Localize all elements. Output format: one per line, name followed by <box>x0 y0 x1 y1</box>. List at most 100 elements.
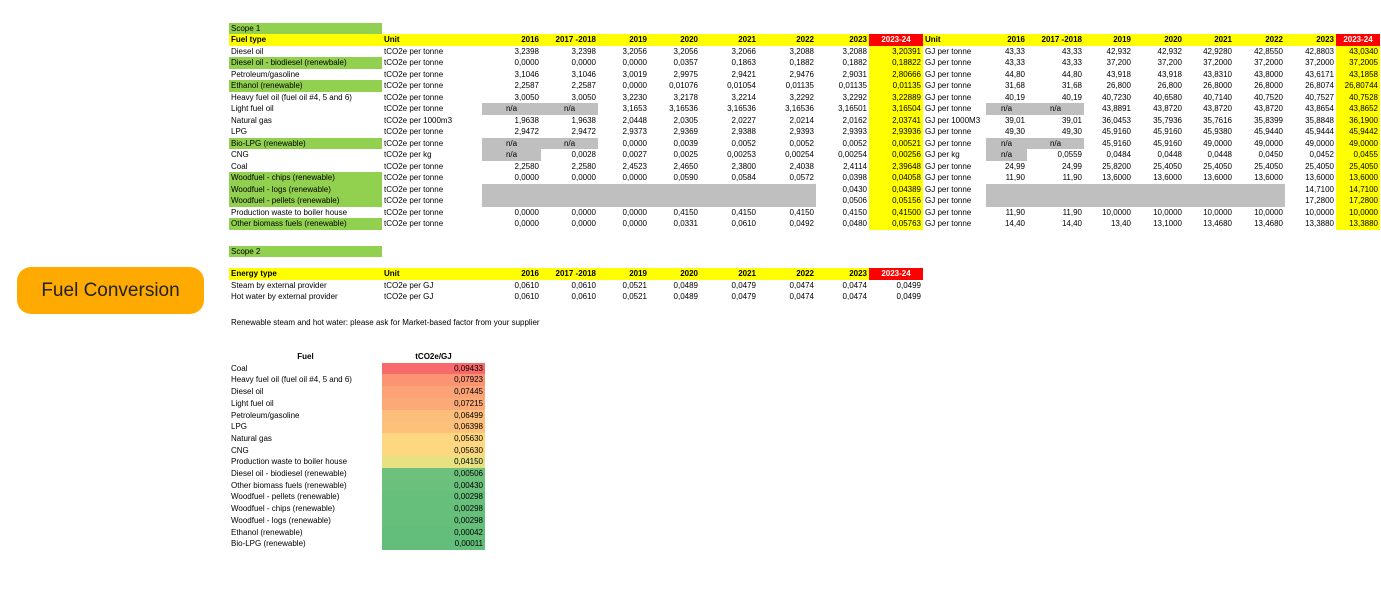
emission-value-cell[interactable]: 3,16536 <box>669 104 698 113</box>
energy-unit-cell[interactable]: GJ per tonne <box>925 104 972 113</box>
energy-value-cell[interactable] <box>1084 183 1133 195</box>
scope2-header-cell[interactable]: Unit <box>382 268 482 280</box>
emission-value-cell[interactable]: 0,0000 <box>571 207 596 217</box>
emission-value-cell[interactable]: 0,01054 <box>727 81 756 90</box>
fuel-type-cell[interactable]: Heavy fuel oil (fuel oil #4, 5 and 6) <box>231 92 352 102</box>
energy-unit-cell[interactable]: GJ per tonne <box>925 138 972 148</box>
energy-value-cell[interactable]: 37,2000 <box>1254 58 1283 67</box>
energy-value-cell[interactable]: 40,7527 <box>1305 92 1334 102</box>
emission-value-cell[interactable]: 0,4150 <box>673 207 698 217</box>
energy-value-cell[interactable]: n/a <box>1027 137 1084 149</box>
energy-value-cell[interactable]: 10,0000 <box>1203 207 1232 217</box>
energy-value-cell[interactable]: 43,8654 <box>1305 104 1334 113</box>
fuel-type-cell[interactable]: Ethanol (renewable) <box>229 80 382 92</box>
emission-value-cell[interactable]: 3,0050 <box>571 92 596 102</box>
emission-value-cell[interactable] <box>482 183 541 195</box>
energy-value-cell[interactable]: 11,90 <box>1005 207 1025 217</box>
emission-value-cell[interactable]: 0,0052 <box>731 138 756 148</box>
energy-value-cell[interactable]: 31,68 <box>1004 81 1025 90</box>
emission-value-cell[interactable]: 3,1046 <box>571 69 596 79</box>
emission-value-cell[interactable]: 0,0398 <box>842 173 867 182</box>
energy-current-cell[interactable]: 17,2800 <box>1336 195 1380 207</box>
energy-value-cell[interactable]: 26,800 <box>1157 81 1182 90</box>
fuel-name-cell[interactable]: Heavy fuel oil (fuel oil #4, 5 and 6) <box>231 375 352 385</box>
energy-value-cell[interactable]: 0,0559 <box>1057 150 1082 159</box>
energy-current-cell[interactable]: 25,4050 <box>1336 160 1380 172</box>
energy-value-cell[interactable]: 37,200 <box>1106 58 1131 67</box>
energy-value-cell[interactable]: 0,0448 <box>1207 150 1232 159</box>
fuel-type-cell[interactable]: Production waste to boiler house <box>231 207 348 217</box>
energy-value-cell[interactable]: 39,01 <box>1061 115 1082 125</box>
energy-value-cell[interactable]: 43,918 <box>1157 69 1182 79</box>
energy-value-cell[interactable]: 26,800 <box>1106 81 1131 90</box>
fuel-type-cell[interactable]: Light fuel oil <box>231 104 274 113</box>
energy-value-cell[interactable]: 31,68 <box>1061 81 1082 90</box>
energy-current-cell[interactable]: 37,2005 <box>1336 57 1380 69</box>
fuel-name-cell[interactable]: Coal <box>231 363 248 373</box>
energy-value-cell[interactable]: 45,9160 <box>1153 138 1182 148</box>
emission-value-cell[interactable]: 2,0448 <box>622 115 647 125</box>
energy-value-cell[interactable]: 0,0452 <box>1309 150 1334 159</box>
fuel-type-cell[interactable]: CNG <box>231 150 249 159</box>
emission-value-cell[interactable]: 0,0610 <box>514 280 539 290</box>
emission-value-cell[interactable]: 0,01135 <box>838 81 867 90</box>
emission-current-cell[interactable]: 3,16504 <box>869 103 923 115</box>
fuel-name-cell[interactable]: LPG <box>231 422 248 432</box>
energy-value-cell[interactable]: 40,7520 <box>1254 92 1283 102</box>
energy-unit-cell[interactable]: GJ per tonne <box>925 196 972 205</box>
energy-value-cell[interactable]: 43,8720 <box>1254 104 1283 113</box>
emission-value-cell[interactable]: 2,0214 <box>789 115 814 125</box>
emission-value-cell[interactable]: 1,9638 <box>571 115 596 125</box>
factor-value-cell[interactable]: 0,07215 <box>382 397 485 410</box>
factor-value-cell[interactable]: 0,06499 <box>382 409 485 422</box>
emission-value-cell[interactable]: 0,0357 <box>673 58 698 67</box>
emission-current-cell[interactable]: 0,04058 <box>869 172 923 184</box>
energy-value-cell[interactable] <box>1133 183 1184 195</box>
energy-value-cell[interactable]: 40,6580 <box>1153 92 1182 102</box>
emission-current-cell[interactable]: 2,93936 <box>869 126 923 138</box>
scope1-header-cell[interactable]: 2016 <box>482 34 541 46</box>
emission-value-cell[interactable]: 2,9472 <box>514 127 539 136</box>
energy-value-cell[interactable] <box>1234 195 1285 207</box>
energy-value-cell[interactable]: 13,4680 <box>1254 219 1283 228</box>
emission-value-cell[interactable]: 0,0000 <box>571 173 596 182</box>
unit-cell[interactable]: tCO2e per GJ <box>384 292 434 301</box>
unit-cell[interactable]: tCO2e per tonne <box>384 46 444 56</box>
emission-value-cell[interactable]: 2,2580 <box>514 161 539 171</box>
emission-value-cell[interactable]: 0,0000 <box>622 207 647 217</box>
energy-value-cell[interactable]: 11,90 <box>1062 173 1082 182</box>
unit-cell[interactable]: tCO2e per kg <box>384 150 432 159</box>
energy-value-cell[interactable]: 11,90 <box>1062 207 1082 217</box>
energy-value-cell[interactable]: 13,40 <box>1110 219 1131 228</box>
emission-value-cell[interactable]: 0,0000 <box>571 219 596 228</box>
emission-value-cell[interactable]: 2,9393 <box>789 127 814 136</box>
energy-value-cell[interactable]: 13,3880 <box>1305 219 1334 228</box>
energy-value-cell[interactable]: 35,7936 <box>1153 115 1182 125</box>
energy-value-cell[interactable]: 40,19 <box>1004 92 1025 102</box>
energy-value-cell[interactable]: 43,33 <box>1004 58 1025 67</box>
energy-value-cell[interactable]: 49,30 <box>1004 127 1025 136</box>
emission-value-cell[interactable]: 0,0000 <box>622 219 647 228</box>
scope2-header-cell[interactable]: 2016 <box>482 268 541 280</box>
scope2-header-cell[interactable]: 2017 -2018 <box>541 268 598 280</box>
energy-unit-cell[interactable]: GJ per tonne <box>925 161 972 171</box>
energy-current-cell[interactable]: 26,80744 <box>1336 80 1380 92</box>
energy-current-cell[interactable]: 43,0340 <box>1336 45 1380 57</box>
energy-value-cell[interactable]: 0,0484 <box>1106 150 1131 159</box>
emission-value-cell[interactable]: 3,16536 <box>785 104 814 113</box>
energy-value-cell[interactable]: 25,4050 <box>1305 161 1334 171</box>
emission-value-cell[interactable]: 0,1882 <box>789 58 814 67</box>
energy-unit-cell[interactable]: GJ per tonne <box>925 46 972 56</box>
emission-value-cell[interactable]: 2,9393 <box>842 127 867 136</box>
emission-value-cell[interactable]: 2,0305 <box>673 115 698 125</box>
scope2-header-cell[interactable]: 2021 <box>700 268 758 280</box>
emission-value-cell[interactable]: 3,0050 <box>514 92 539 102</box>
energy-current-cell[interactable]: 10,0000 <box>1336 206 1380 218</box>
energy-value-cell[interactable]: 25,4050 <box>1254 161 1283 171</box>
factor-value-cell[interactable]: 0,06398 <box>382 421 485 433</box>
emission-value-cell[interactable]: 0,0000 <box>514 58 539 67</box>
emission-value-cell[interactable]: 0,1863 <box>731 58 756 67</box>
emission-value-cell[interactable]: 1,9638 <box>514 115 539 125</box>
energy-value-cell[interactable]: 37,200 <box>1157 58 1182 67</box>
unit-cell[interactable]: tCO2e per tonne <box>384 207 444 217</box>
